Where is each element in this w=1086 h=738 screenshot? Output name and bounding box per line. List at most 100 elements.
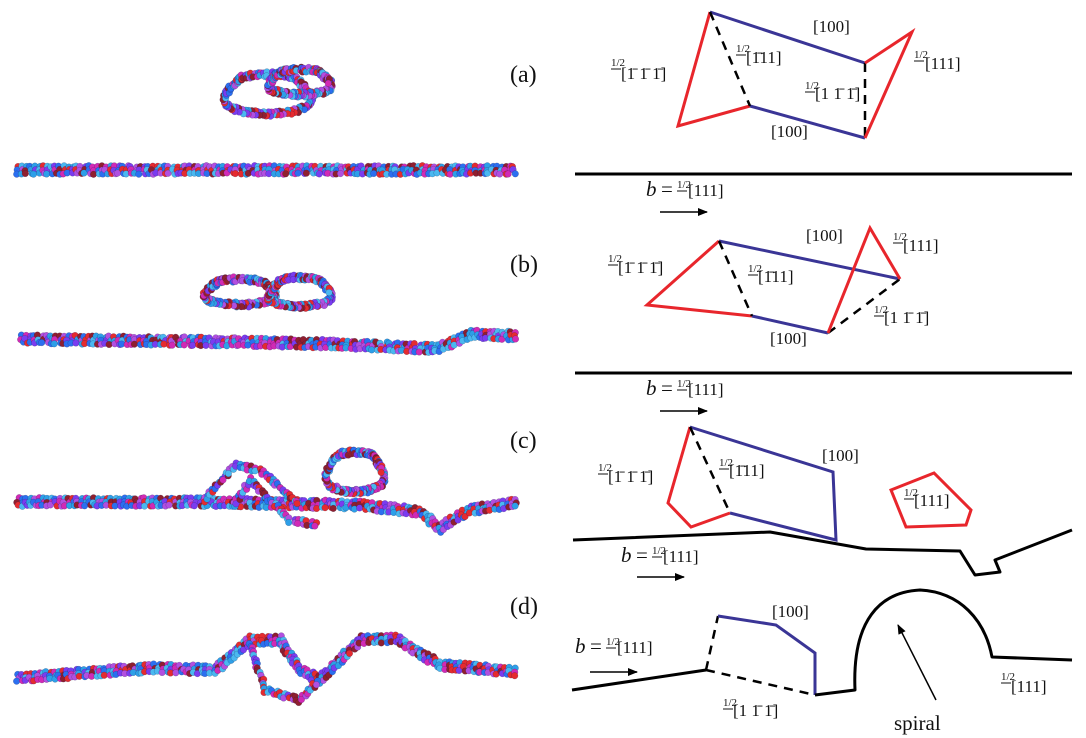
burgers-label-1neg1neg1: 1/2 [1 1̄ 1̄] <box>723 697 778 720</box>
burgers-label-111: 1/2 [111] <box>893 231 939 255</box>
svg-text:[111]: [111] <box>663 547 699 566</box>
svg-text:1/2: 1/2 <box>1001 671 1015 683</box>
label-100-bottom: [100] <box>770 329 807 348</box>
svg-text:b: b <box>621 543 632 567</box>
svg-text:[1 1̄ 1̄]: [1 1̄ 1̄] <box>733 701 778 720</box>
svg-text:[1̄ 1̄ 1̄]: [1̄ 1̄ 1̄] <box>621 64 666 83</box>
spiral-arrow-icon <box>897 624 937 701</box>
svg-text:[111]: [111] <box>903 236 939 255</box>
label-100-top: [100] <box>813 17 850 36</box>
burgers-label-111: 1/2 [111] <box>904 487 950 510</box>
svg-text:[111]: [111] <box>617 638 653 657</box>
svg-text:[1̄ 1̄ 1̄]: [1̄ 1̄ 1̄] <box>608 467 653 486</box>
svg-text:1/2: 1/2 <box>893 231 907 243</box>
burgers-label-111: 1/2 [111] <box>1001 671 1047 696</box>
svg-text:1/2: 1/2 <box>748 263 762 275</box>
loop-segment-red <box>666 426 731 529</box>
panel-label-d: (d) <box>510 594 538 620</box>
segment-100-bottom <box>749 104 866 140</box>
svg-text:b: b <box>646 376 657 400</box>
svg-text:1/2: 1/2 <box>904 487 918 499</box>
svg-text:[111]: [111] <box>688 181 724 200</box>
schematic-c: 1/2 [1̄ 1̄ 1̄] 1/2 [1̄11] 1/2 [111] [100… <box>572 425 1073 581</box>
screw-dislocation-spiral <box>814 588 1073 697</box>
schematic-b: 1/2 [1̄ 1̄ 1̄] 1/2 [1̄11] 1/2 [111] 1/2 … <box>575 224 1072 415</box>
svg-text:1/2: 1/2 <box>736 43 750 55</box>
segment-100-top <box>709 10 866 65</box>
panel-label-a: (a) <box>510 62 537 88</box>
atomistic-snapshot-a <box>13 63 519 178</box>
burgers-vector-label: b = 1/2 [111] <box>646 177 724 201</box>
burgers-label-neg111: 1/2 [1̄ 1̄ 1̄] <box>611 57 666 83</box>
spiral-label: spiral <box>894 711 941 735</box>
burgers-label-1neg1neg1: 1/2 [1 1̄ 1̄] <box>805 80 860 103</box>
svg-text:1/2: 1/2 <box>719 457 733 469</box>
segment-100-bottom <box>751 314 829 335</box>
burgers-vector-label: b = 1/2 [111] <box>575 634 653 658</box>
burgers-vector-label: b = 1/2 [111] <box>646 376 724 400</box>
schematic-d: [100] 1/2 [1 1̄ 1̄] 1/2 [111] spiral b =… <box>571 588 1073 735</box>
screw-dislocation-line <box>572 528 1073 577</box>
label-100-top: [100] <box>806 226 843 245</box>
svg-text:[1 1̄ 1̄]: [1 1̄ 1̄] <box>884 308 929 327</box>
label-100-bottom: [100] <box>771 122 808 141</box>
svg-text:1/2: 1/2 <box>805 80 819 92</box>
svg-text:b: b <box>575 634 586 658</box>
svg-text:[111]: [111] <box>925 54 961 73</box>
svg-text:=: = <box>590 634 602 658</box>
svg-text:b: b <box>646 177 657 201</box>
svg-text:[111]: [111] <box>914 491 950 510</box>
burgers-label-neg111: 1/2 [1̄ 1̄ 1̄] <box>608 253 663 277</box>
label-100: [100] <box>822 446 859 465</box>
schematic-a: 1/2 [1̄ 1̄ 1̄] 1/2 [1̄11] 1/2 [1 1̄ 1̄] … <box>575 10 1072 216</box>
segment-100-top <box>718 239 901 281</box>
svg-text:1/2: 1/2 <box>914 49 928 61</box>
segment-100 <box>689 425 838 542</box>
atomistic-snapshot-c <box>13 446 520 536</box>
svg-text:[111]: [111] <box>688 380 724 399</box>
svg-text:[1 1̄ 1̄]: [1 1̄ 1̄] <box>815 84 860 103</box>
atomistic-snapshot-b <box>17 271 520 356</box>
burgers-label-neg1-11: 1/2 [1̄11] <box>748 263 794 286</box>
svg-text:1/2: 1/2 <box>606 636 620 648</box>
svg-text:1/2: 1/2 <box>598 462 612 474</box>
burgers-label-neg1-11: 1/2 [1̄11] <box>736 43 782 67</box>
burgers-label-111: 1/2 [111] <box>914 49 961 73</box>
panel-label-b: (b) <box>510 252 538 278</box>
svg-text:=: = <box>661 177 673 201</box>
loop-segment-red <box>863 27 916 139</box>
burgers-label-neg1-11: 1/2 [1̄11] <box>719 457 765 480</box>
label-100: [100] <box>772 602 809 621</box>
svg-text:1/2: 1/2 <box>608 253 622 265</box>
svg-text:=: = <box>661 376 673 400</box>
burgers-label-neg111: 1/2 [1̄ 1̄ 1̄] <box>598 462 653 486</box>
svg-text:1/2: 1/2 <box>652 545 666 557</box>
svg-text:[1̄11]: [1̄11] <box>729 461 765 480</box>
svg-text:1/2: 1/2 <box>611 57 625 69</box>
svg-text:[1̄ 1̄ 1̄]: [1̄ 1̄ 1̄] <box>618 258 663 277</box>
loop-segment-red <box>643 239 753 318</box>
burgers-label-1neg1neg1: 1/2 [1 1̄ 1̄] <box>874 304 929 327</box>
dashed-junction <box>704 615 720 671</box>
svg-text:1/2: 1/2 <box>677 378 691 390</box>
panel-label-c: (c) <box>510 428 537 454</box>
loop-segment-red <box>826 224 902 334</box>
segment-100 <box>717 614 817 695</box>
svg-text:1/2: 1/2 <box>723 697 737 709</box>
screw-dislocation-line <box>571 668 707 692</box>
svg-text:[111]: [111] <box>1011 677 1047 696</box>
svg-text:[1̄11]: [1̄11] <box>746 48 782 67</box>
svg-text:1/2: 1/2 <box>677 179 691 191</box>
svg-text:=: = <box>636 543 648 567</box>
detached-loop-111 <box>889 471 973 529</box>
atomistic-snapshot-d <box>13 631 519 707</box>
dashed-junction <box>688 426 732 514</box>
svg-text:[1̄11]: [1̄11] <box>758 267 794 286</box>
dashed-junction <box>717 240 754 317</box>
loop-segment-red <box>675 11 751 129</box>
burgers-vector-label: b = 1/2 [111] <box>621 543 699 567</box>
dashed-junction <box>705 668 816 697</box>
svg-text:1/2: 1/2 <box>874 304 888 316</box>
dashed-junction <box>708 11 752 107</box>
